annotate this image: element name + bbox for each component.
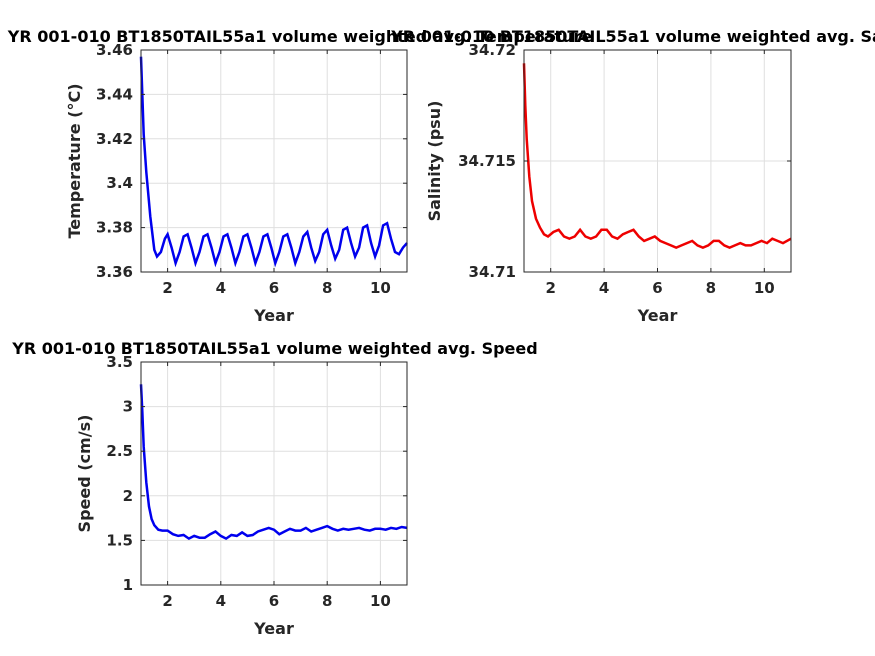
- y-tick-label: 3.44: [96, 85, 133, 103]
- y-tick-label: 1: [123, 576, 133, 594]
- speed-panel: 2 4 6 8 10 1 1.5 2 2.5 3 3.5 Year Speed (cm/s): [75, 353, 408, 638]
- salinity-ticks: 2 4 6 8 10 34.71 34.715 34.72: [458, 41, 791, 297]
- speed-y-axis-label: Speed (cm/s): [75, 415, 94, 533]
- y-tick-label: 3.46: [96, 41, 133, 59]
- temperature-x-axis-label: Year: [253, 306, 294, 325]
- x-tick-label: 10: [370, 279, 391, 297]
- temperature-line: [139, 56, 408, 268]
- x-tick-label: 6: [269, 279, 279, 297]
- speed-x-axis-label: Year: [253, 619, 294, 638]
- x-tick-label: 6: [269, 592, 279, 610]
- x-tick-label: 10: [370, 592, 391, 610]
- temperature-ticks: 2 4 6 8 10 3.36 3.38 3.4 3.42 3.44 3.46: [96, 41, 407, 297]
- x-tick-label: 8: [322, 592, 332, 610]
- x-tick-label: 6: [652, 279, 662, 297]
- salinity-chart-title: YR 001-010 BT1850TAIL55a1 volume weighte…: [390, 27, 875, 46]
- speed-line: [139, 384, 408, 541]
- y-tick-label: 34.71: [469, 263, 516, 281]
- salinity-panel: 2 4 6 8 10 34.71 34.715 34.72 Year Salinity (ps…: [425, 41, 792, 325]
- salinity-x-axis-label: Year: [637, 306, 678, 325]
- x-tick-label: 2: [162, 279, 172, 297]
- temperature-chart-title: YR 001-010 BT1850TAIL55a1 volume weighte…: [7, 27, 593, 46]
- temperature-grid: [141, 49, 407, 273]
- x-tick-label: 2: [545, 279, 555, 297]
- y-tick-label: 3.42: [96, 130, 133, 148]
- salinity-y-axis-label: Salinity (psu): [425, 101, 444, 222]
- y-tick-label: 3.38: [96, 219, 133, 237]
- speed-chart-title: YR 001-010 BT1850TAIL55a1 volume weighte…: [11, 339, 537, 358]
- x-tick-label: 4: [216, 592, 226, 610]
- x-tick-label: 4: [216, 279, 226, 297]
- y-tick-label: 3.36: [96, 263, 133, 281]
- x-tick-label: 4: [599, 279, 609, 297]
- x-tick-label: 2: [162, 592, 172, 610]
- salinity-line: [522, 63, 792, 249]
- y-tick-label: 3.4: [106, 174, 133, 192]
- y-tick-label: 3.5: [106, 353, 133, 371]
- y-tick-label: 2.5: [106, 442, 133, 460]
- temperature-panel: 2 4 6 8 10 3.36 3.38 3.4 3.42 3.44 3.46 Year Tempe…: [65, 41, 408, 325]
- y-tick-label: 2: [123, 487, 133, 505]
- temperature-y-axis-label: Temperature (°C): [65, 83, 84, 238]
- y-tick-label: 1.5: [106, 531, 133, 549]
- x-tick-label: 10: [754, 279, 775, 297]
- y-tick-label: 34.72: [469, 41, 516, 59]
- x-tick-label: 8: [706, 279, 716, 297]
- y-tick-label: 34.715: [458, 152, 516, 170]
- speed-grid: [141, 361, 407, 586]
- speed-ticks: 2 4 6 8 10 1 1.5 2 2.5 3 3.5: [106, 353, 407, 610]
- y-tick-label: 3: [123, 398, 133, 416]
- x-tick-label: 8: [322, 279, 332, 297]
